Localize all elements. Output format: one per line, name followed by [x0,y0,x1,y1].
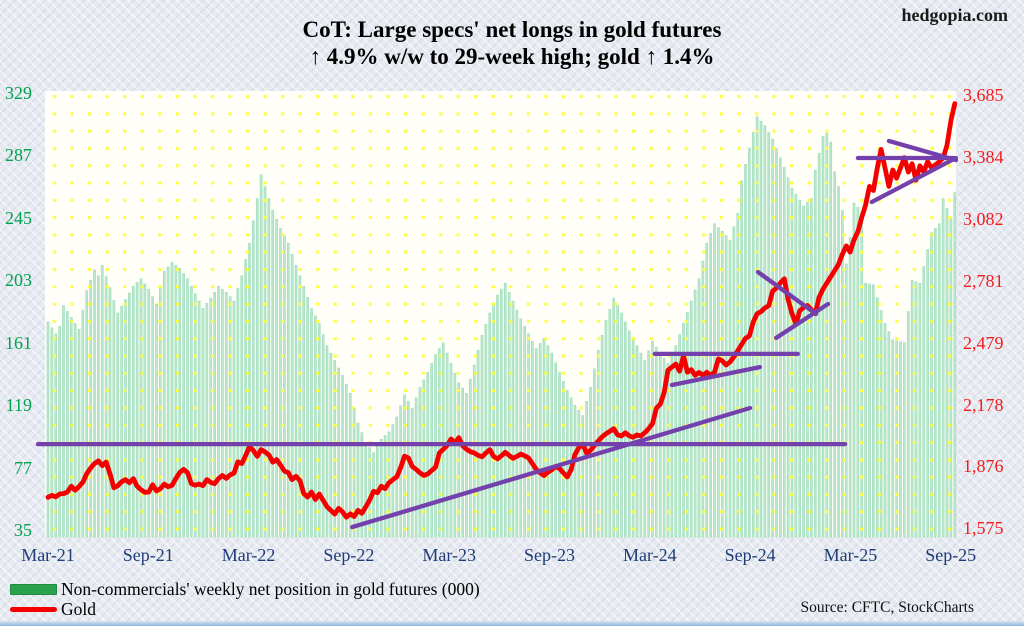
purple-trendlines [35,138,959,530]
right-axis-tick-1575: 1,575 [963,518,1004,539]
right-axis-tick-2178: 2,178 [963,394,1004,415]
legend-item-net-position: Non-commercials' weekly net position in … [10,579,480,599]
x-axis-tick-Mar-24: Mar-24 [622,545,677,565]
trendline-long-ascending-support-from-Oct-22-low [350,405,753,530]
right-axis-tick-2479: 2,479 [963,332,1004,353]
legend-label-net-position: Non-commercials' weekly net position in … [61,578,480,599]
left-axis-tick-119: 119 [5,395,32,416]
legend-swatch-red-line [10,606,57,612]
x-axis-tick-Sep-23: Sep-23 [524,545,575,565]
source-credit: Source: CFTC, StockCharts [800,599,974,616]
left-axis-tick-35: 35 [14,520,32,540]
left-axis-tick-287: 287 [5,145,32,166]
left-axis-tick-203: 203 [5,270,32,291]
right-axis-tick-2781: 2,781 [963,270,1004,291]
chart-title-line2: ↑ 4.9% w/w to 29-week high; gold ↑ 1.4% [309,44,715,69]
trendline-nov-24-recovery-uptrend [773,301,831,341]
right-axis-tick-3384: 3,384 [963,146,1004,167]
trendline-mid-2024-flag-support [669,364,762,388]
left-axis-tick-245: 245 [5,207,32,228]
chart-legend: Non-commercials' weekly net position in … [10,579,480,619]
x-axis-tick-Sep-22: Sep-22 [323,545,375,565]
legend-item-gold: Gold [10,599,480,619]
x-axis-tick-Mar-25: Mar-25 [823,545,878,565]
chart-title: CoT: Large specs' net longs in gold futu… [0,16,1024,70]
bottom-edge-strip [0,621,1024,626]
x-axis-tick-Mar-22: Mar-22 [221,545,276,565]
x-axis-tick-Sep-21: Sep-21 [122,545,174,565]
legend-swatch-green-bar [10,583,57,595]
right-axis-tick-1876: 1,876 [963,456,1004,477]
legend-label-gold: Gold [61,598,96,619]
x-axis-tick-Mar-23: Mar-23 [422,545,476,565]
watermark-hedgopia: hedgopia.com [901,5,1008,25]
right-axis-tick-3685: 3,685 [963,85,1004,105]
x-axis-tick-Sep-24: Sep-24 [724,545,776,565]
chart-title-line1: CoT: Large specs' net longs in gold futu… [302,17,722,42]
x-axis-tick-Sep-25: Sep-25 [925,545,977,565]
dot-grid-overlay [45,91,956,537]
left-axis-tick-329: 329 [5,83,32,103]
trendline-nov-24-correction-downtrend [755,269,819,317]
right-axis-tick-3082: 3,082 [963,208,1004,229]
left-axis-tick-161: 161 [5,332,32,353]
trendline-2025-pennant-lower-line [869,155,959,205]
left-axis-tick-77: 77 [14,457,32,478]
x-axis-tick-Mar-21: Mar-21 [21,545,75,565]
